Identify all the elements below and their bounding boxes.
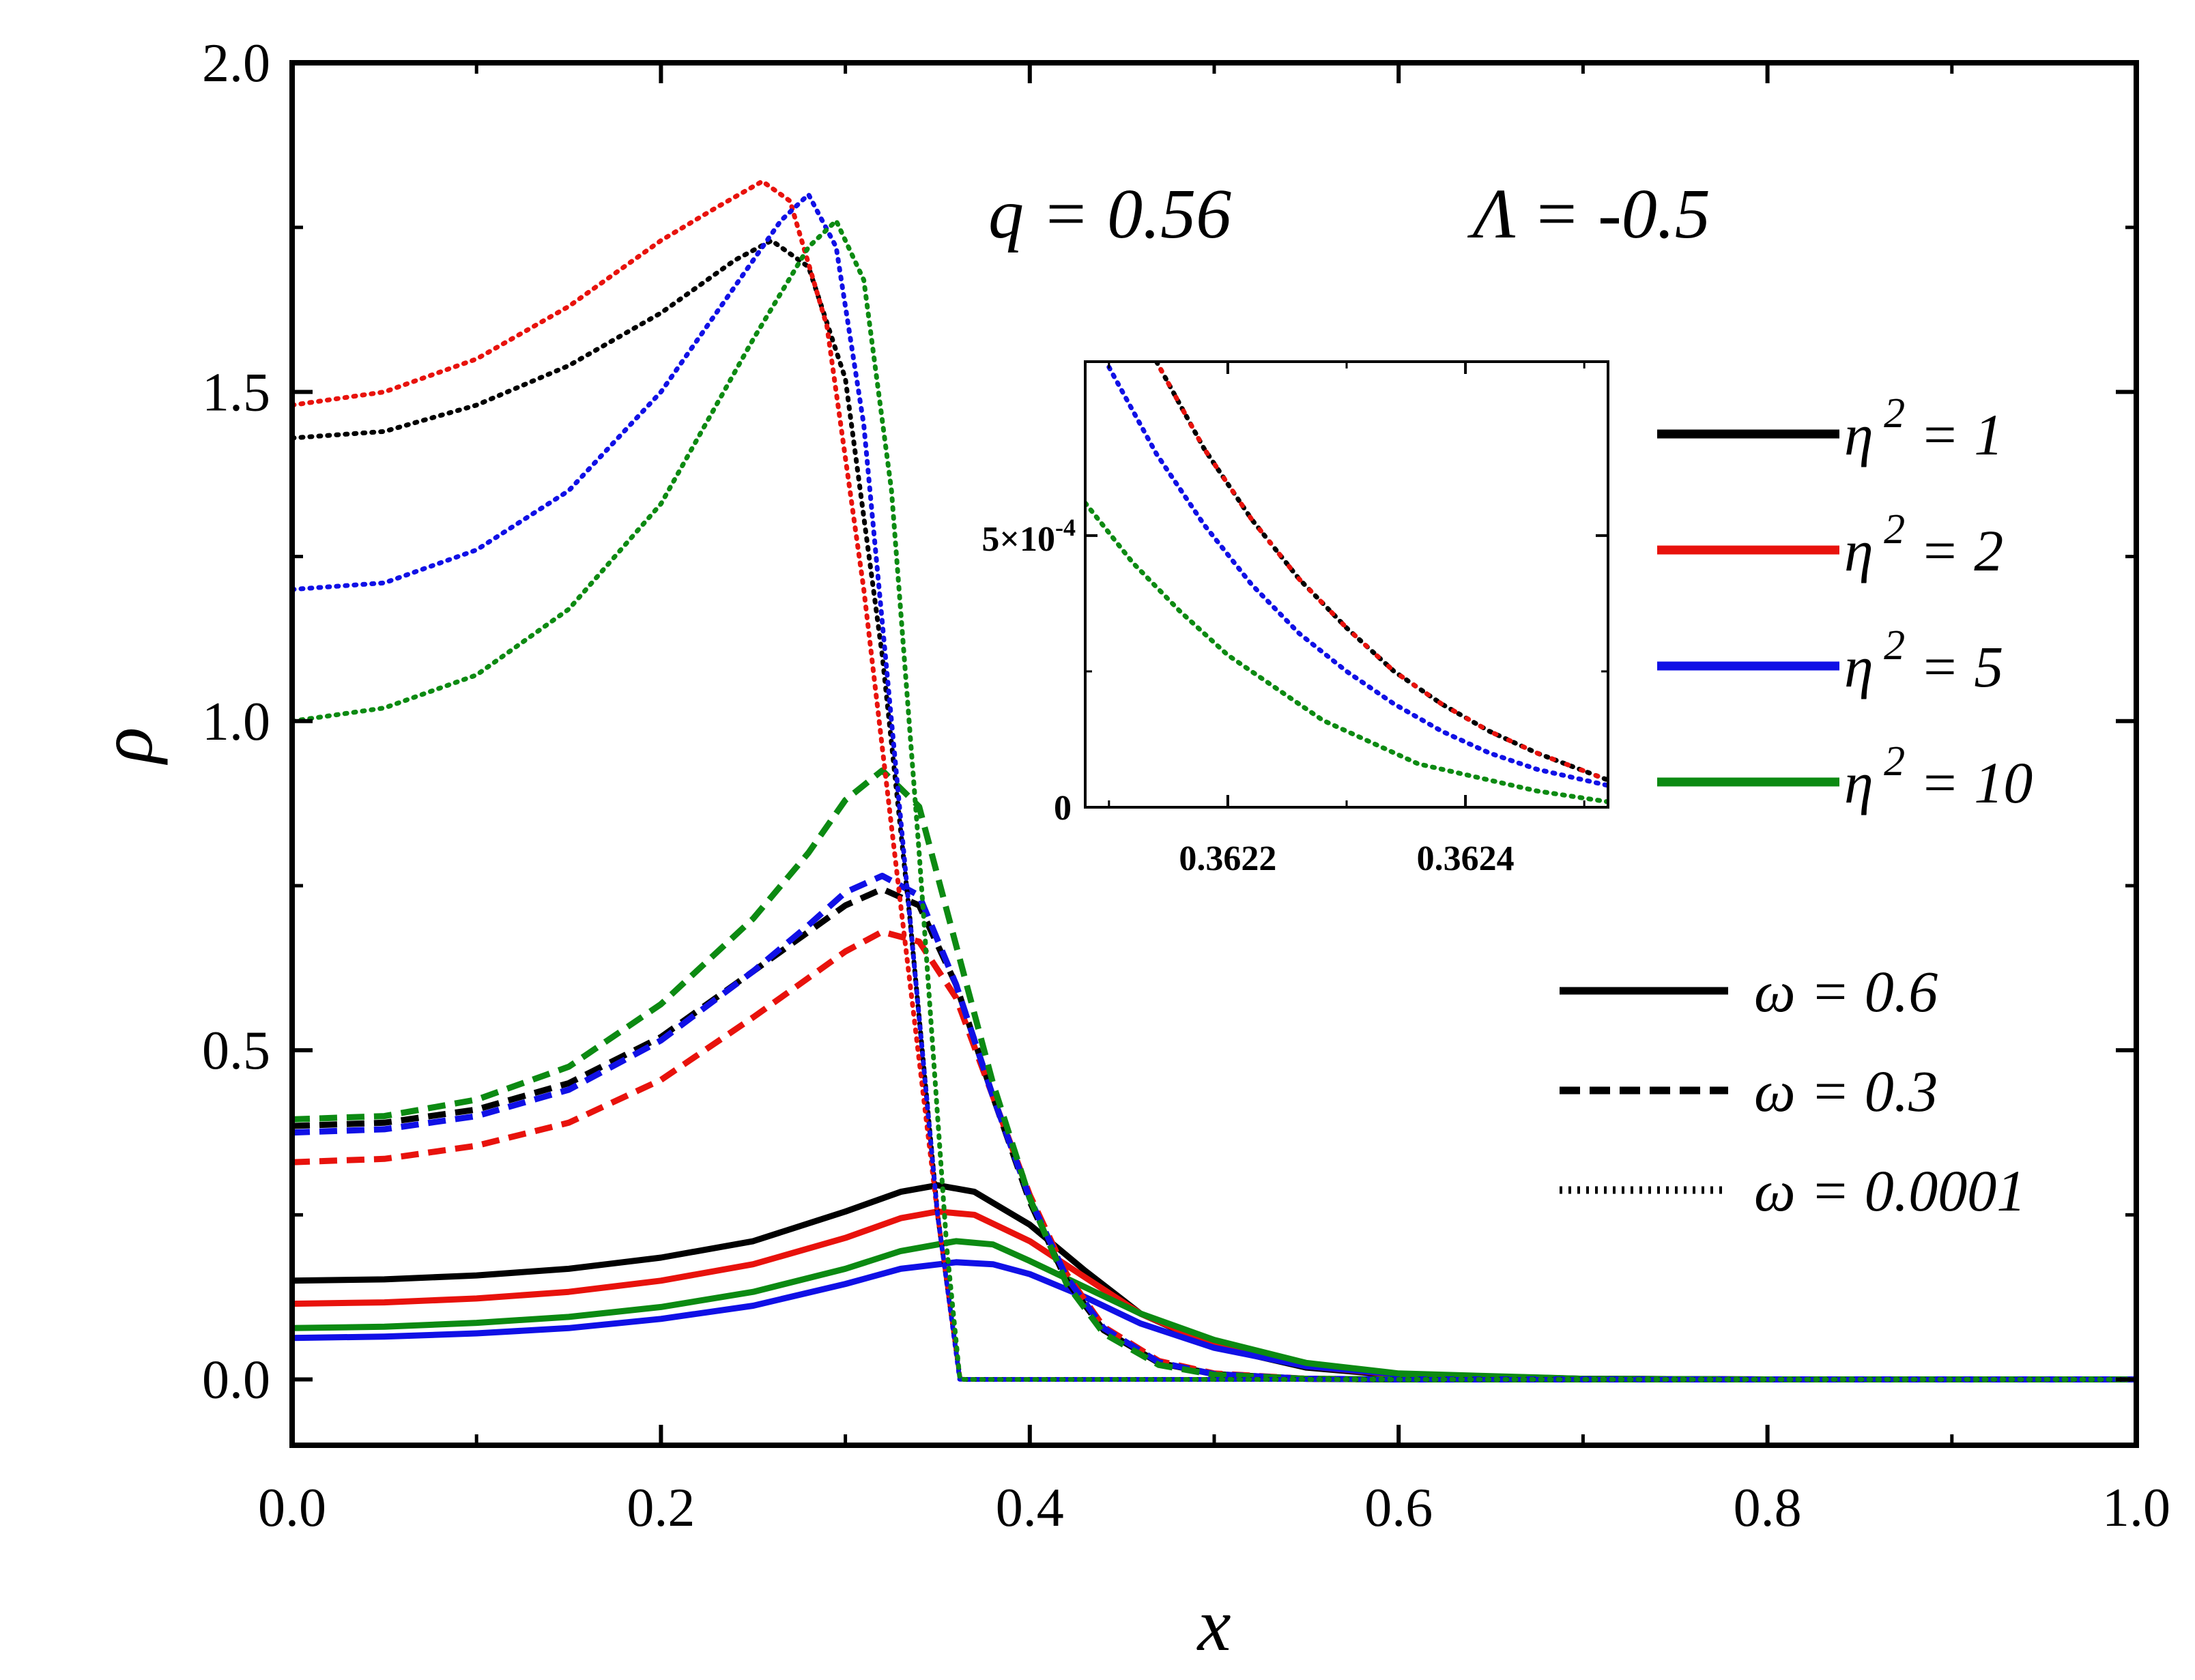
y-tick-label: 1.0 [202,692,270,752]
inset-series-line-0 [1154,362,1608,783]
x-tick-label: 0.0 [258,1478,326,1538]
inset-background [1085,362,1608,807]
legend-styles: ω = 0.6 ω = 0.3 ω = 0.0001 [1560,959,2026,1223]
legend-color-label: η 2 = 10 [1844,738,2033,815]
x-tick-label: 0.8 [1734,1478,1802,1538]
inset-series-line-2 [1106,364,1608,788]
inset-series-line-3 [1085,500,1608,805]
series-line-6 [292,873,2136,1382]
y-tick-label: 0.5 [202,1021,270,1081]
inset-y-tick-label: 5×10-4 [981,514,1076,559]
legend-style-label: ω = 0.6 [1754,959,1938,1024]
y-tick-label: 2.0 [202,33,270,93]
legend-style-label: ω = 0.3 [1754,1058,1938,1124]
x-tick-label: 0.4 [996,1478,1064,1538]
series-line-11 [292,218,2136,1382]
x-axis-title: x [1196,1583,1231,1666]
series-line-3 [292,1238,2136,1382]
x-tick-label: 1.0 [2102,1478,2170,1538]
main-plot: 0.0 0.2 0.4 0.6 0.8 1.0 0.0 0.5 1.0 1.5 2.0 x ρ q = 0… [85,33,2170,1666]
legend-colors: η 2 = 1 η 2 = 2 η 2 = 5 η 2 = 10 [1657,390,2033,815]
inset-y-tick-label: 0 [1054,789,1072,828]
y-axis-title: ρ [85,727,168,766]
legend-color-label: η 2 = 2 [1844,506,2003,583]
series-line-1 [292,1208,2136,1382]
y-tick-label: 1.5 [202,362,270,422]
annotation-lambda: Λ = -0.5 [1467,175,1710,253]
series-line-2 [292,1259,2136,1382]
x-tick-label: 0.2 [627,1478,695,1538]
annotation-q: q = 0.56 [988,175,1231,253]
legend-style-label: ω = 0.0001 [1754,1158,2026,1223]
inset-x-tick-label: 0.3622 [1179,839,1276,878]
x-tick-label: 0.6 [1364,1478,1433,1538]
legend-color-label: η 2 = 5 [1844,622,2003,699]
y-tick-label: 0.0 [202,1350,270,1410]
inset-series-group [1085,362,1608,805]
legend-color-label: η 2 = 1 [1844,390,2003,467]
series-group [292,179,2136,1382]
inset-plot: 0.3622 0.3624 0 5×10-4 [981,360,1609,878]
inset-x-tick-label: 0.3624 [1417,839,1515,878]
